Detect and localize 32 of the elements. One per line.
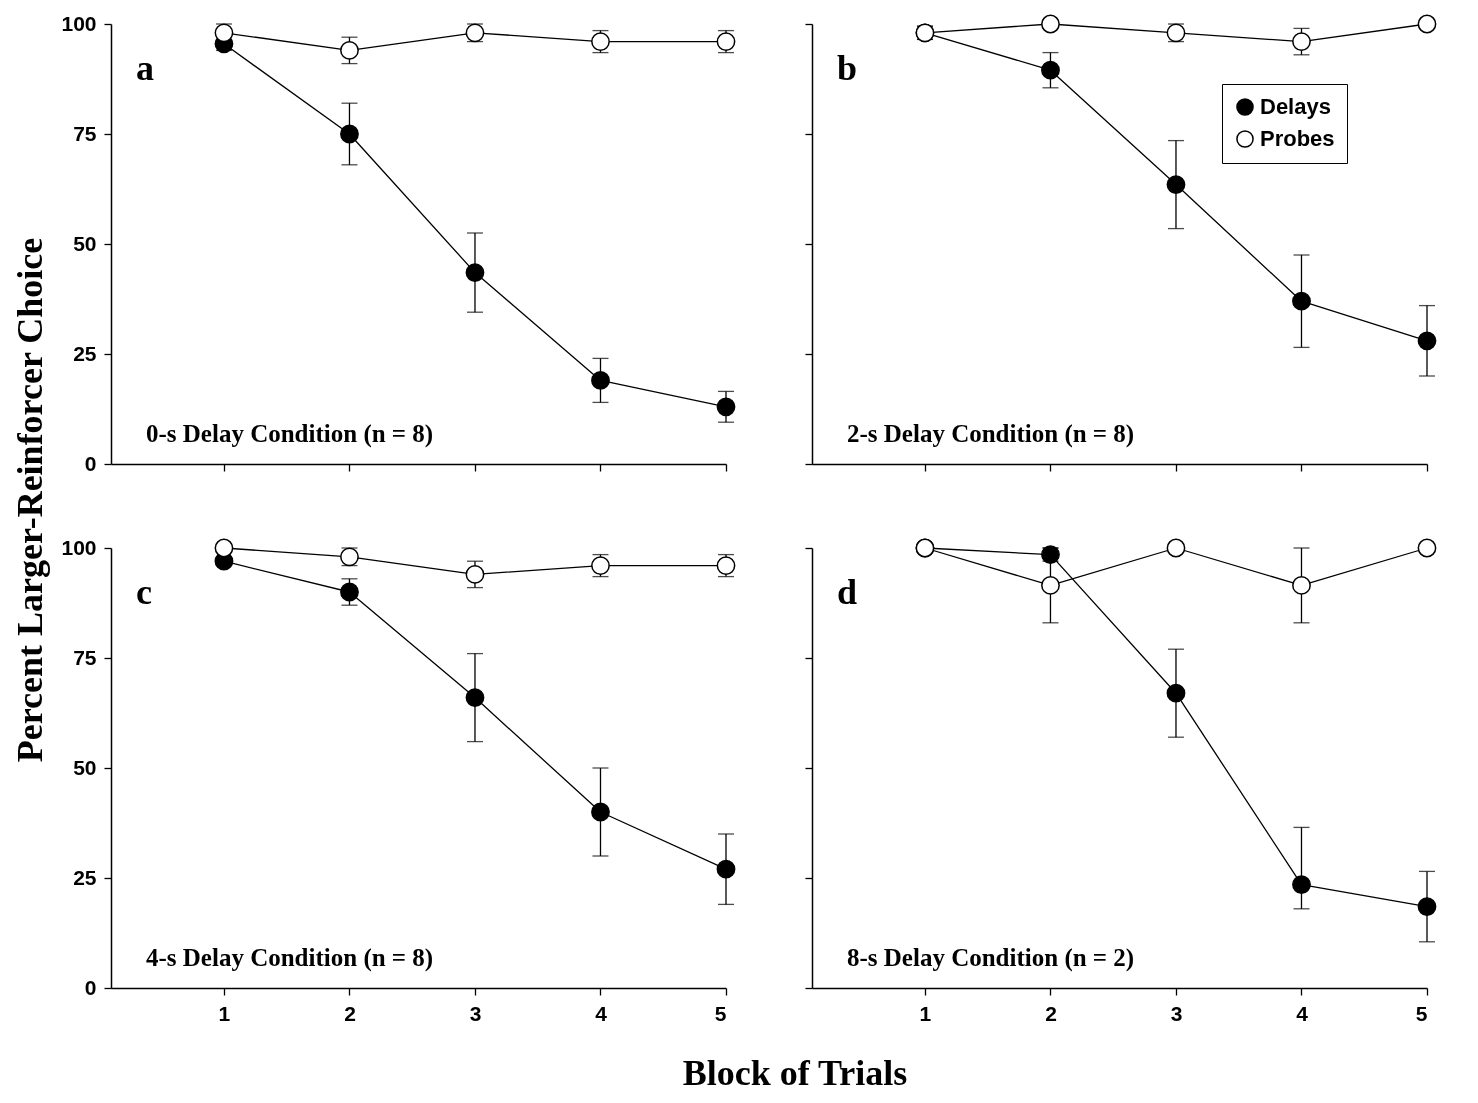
y-tick-label: 0 — [84, 451, 97, 475]
y-axis-title: Percent Larger-Reinforcer Choice — [9, 237, 51, 763]
x-tick-label: 4 — [595, 1001, 608, 1025]
x-tick-label: 2 — [344, 1001, 356, 1025]
y-tick-label: 100 — [61, 535, 97, 559]
y-tick-label: 0 — [84, 975, 97, 999]
y-tick-label: 75 — [73, 121, 97, 145]
x-tick-label: 4 — [1296, 1001, 1309, 1025]
x-tick-label: 1 — [218, 1001, 231, 1025]
x-tick-label: 5 — [1415, 1001, 1428, 1025]
annotation: d — [837, 572, 858, 612]
x-tick-label: 3 — [1170, 1001, 1183, 1025]
legend-label: Delays — [1260, 94, 1331, 119]
y-tick-label: 25 — [73, 865, 97, 889]
x-tick-label: 3 — [469, 1001, 482, 1025]
y-tick-label: 100 — [61, 11, 97, 35]
annotation: 2-s Delay Condition (n = 8) — [847, 420, 1135, 448]
x-tick-label: 2 — [1045, 1001, 1057, 1025]
annotation: 0-s Delay Condition (n = 8) — [146, 420, 434, 448]
x-tick-label: 5 — [714, 1001, 727, 1025]
y-tick-label: 25 — [73, 341, 97, 365]
x-tick-label: 1 — [919, 1001, 932, 1025]
y-tick-label: 50 — [73, 231, 97, 255]
y-tick-label: 50 — [73, 755, 97, 779]
annotation: c — [136, 572, 152, 612]
legend-label: Probes — [1260, 126, 1335, 151]
annotation: 4-s Delay Condition (n = 8) — [146, 944, 434, 972]
y-tick-label: 75 — [73, 645, 97, 669]
x-axis-title: Block of Trials — [682, 1052, 908, 1094]
annotation: b — [837, 48, 858, 88]
annotation: a — [136, 48, 154, 88]
annotation: 8-s Delay Condition (n = 2) — [847, 944, 1135, 972]
